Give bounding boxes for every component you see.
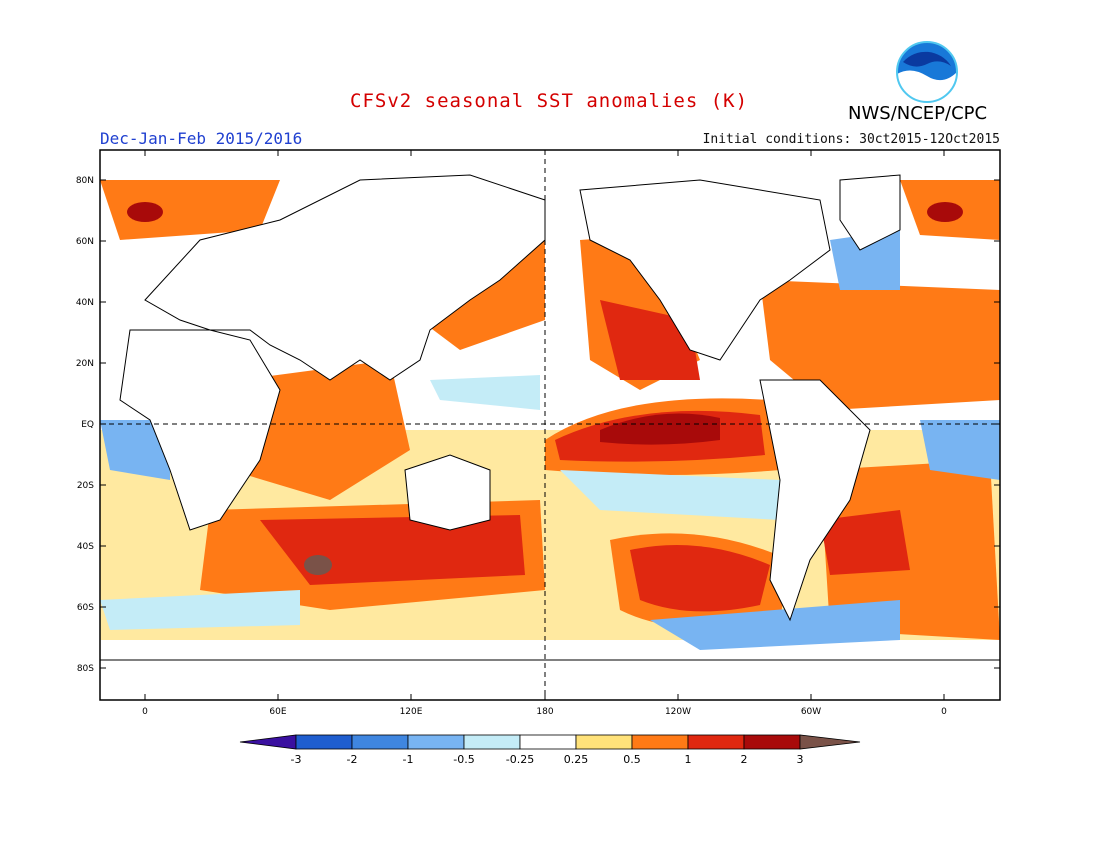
colorbar-swatch xyxy=(687,734,745,750)
lat-label-60n: 60N xyxy=(76,237,94,247)
colorbar-swatch xyxy=(519,734,577,750)
colorbar-label: 0.25 xyxy=(564,753,589,766)
chart-title: CFSv2 seasonal SST anomalies (K) xyxy=(350,90,749,112)
lat-label-80s: 80S xyxy=(77,664,94,674)
colorbar-swatch xyxy=(743,734,801,750)
colorbar-label: 0.5 xyxy=(623,753,641,766)
colorbar-swatch xyxy=(631,734,689,750)
initial-conditions-label: Initial conditions: 30ct2015-12Oct2015 xyxy=(702,132,1000,147)
lon-label-180: 180 xyxy=(536,707,553,717)
longitude-axis: 0 60E 120E 180 120W 60W 0 xyxy=(142,150,947,717)
colorbar-arrow-left xyxy=(239,734,297,750)
lon-label-120e: 120E xyxy=(400,707,423,717)
season-label: Dec-Jan-Feb 2015/2016 xyxy=(100,129,303,148)
lon-label-120w: 120W xyxy=(665,707,691,717)
colorbar: -3 -2 -1 -0.5 -0.25 0.25 0.5 1 2 3 xyxy=(239,734,861,766)
lat-label-20n: 20N xyxy=(76,359,94,369)
lat-label-60s: 60S xyxy=(77,603,94,613)
colorbar-label: -1 xyxy=(403,753,414,766)
lon-label-0-east: 0 xyxy=(941,707,947,717)
colorbar-swatch xyxy=(463,734,521,750)
colorbar-label: 2 xyxy=(741,753,748,766)
lat-label-eq: EQ xyxy=(81,420,94,430)
colorbar-label: 3 xyxy=(797,753,804,766)
colorbar-swatch xyxy=(575,734,633,750)
lon-label-60w: 60W xyxy=(801,707,821,717)
continents xyxy=(99,174,1001,701)
agency-label: NWS/NCEP/CPC xyxy=(848,103,988,124)
colorbar-arrow-right xyxy=(799,734,861,750)
lat-label-80n: 80N xyxy=(76,176,94,186)
lon-label-60e: 60E xyxy=(269,707,286,717)
colorbar-swatch xyxy=(407,734,465,750)
colorbar-label: -0.5 xyxy=(453,753,474,766)
colorbar-label: -3 xyxy=(291,753,302,766)
colorbar-swatch xyxy=(295,734,353,750)
lat-label-20s: 20S xyxy=(77,481,94,491)
colorbar-label: -0.25 xyxy=(506,753,534,766)
colorbar-swatch xyxy=(351,734,409,750)
lat-label-40s: 40S xyxy=(77,542,94,552)
colorbar-label: 1 xyxy=(685,753,692,766)
noaa-logo-icon xyxy=(896,41,958,104)
map-frame xyxy=(99,149,1001,701)
lon-label-0-west: 0 xyxy=(142,707,148,717)
colorbar-label: -2 xyxy=(347,753,358,766)
latitude-axis: 80N 60N 40N 20N EQ 20S 40S 60S 80S xyxy=(76,176,1000,674)
lat-label-40n: 40N xyxy=(76,298,94,308)
